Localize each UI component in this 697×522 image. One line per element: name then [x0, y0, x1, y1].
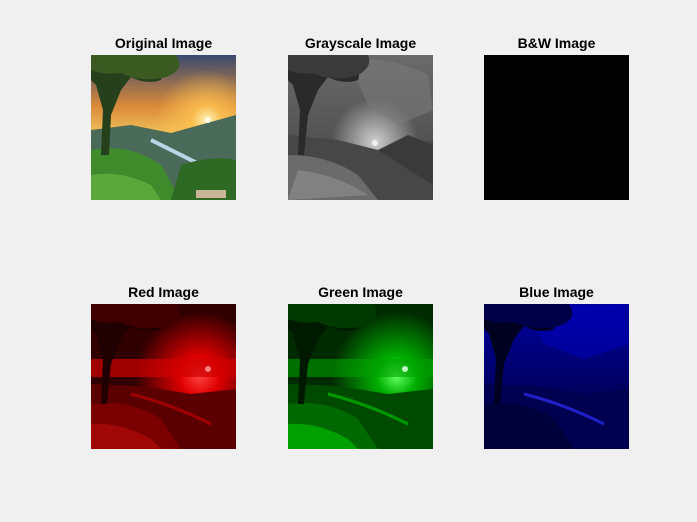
red-image: [91, 304, 236, 449]
subplot-blue: Blue Image: [484, 284, 629, 449]
subplot-bw: B&W Image: [484, 35, 629, 200]
subplot-title: Original Image: [114, 35, 213, 51]
grayscale-image: [288, 55, 433, 200]
bw-image: [484, 55, 629, 200]
subplot-title: Green Image: [318, 284, 403, 300]
subplot-original: Original Image: [91, 35, 236, 200]
green-image: [288, 304, 433, 449]
subplot-title: Grayscale Image: [304, 35, 417, 51]
subplot-grayscale: Grayscale Image: [288, 35, 433, 200]
subplot-red: Red Image: [91, 284, 236, 449]
subplot-green: Green Image: [288, 284, 433, 449]
original-image: [91, 55, 236, 200]
blue-image: [484, 304, 629, 449]
subplot-title: B&W Image: [517, 35, 596, 51]
subplot-title: Red Image: [128, 284, 199, 300]
subplot-title: Blue Image: [519, 284, 594, 300]
